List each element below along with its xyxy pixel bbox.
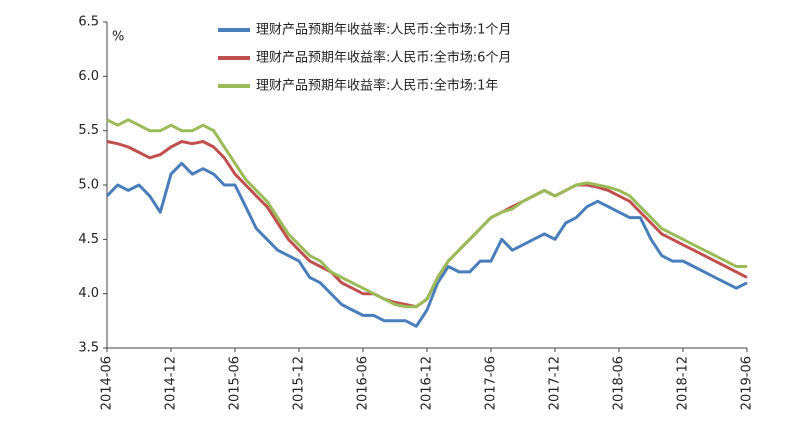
x-tick-label: 2018-12: [676, 356, 691, 410]
x-tick-label: 2015-06: [228, 356, 243, 410]
x-tick-label: 2017-06: [484, 356, 499, 410]
legend-label: 理财产品预期年收益率:人民币:全市场:1年: [256, 78, 498, 94]
x-tick-label: 2017-12: [548, 356, 563, 410]
legend-label: 理财产品预期年收益率:人民币:全市场:6个月: [256, 50, 511, 66]
y-unit-label: %: [112, 30, 124, 45]
x-tick-label: 2014-12: [164, 356, 179, 410]
y-tick-label: 6.5: [78, 15, 99, 30]
y-tick-label: 4.0: [78, 286, 99, 301]
series-line: [105, 161, 748, 328]
x-tick-label: 2016-12: [420, 356, 435, 410]
series-line: [106, 118, 747, 309]
y-tick-label: 5.0: [78, 178, 99, 193]
x-tick-label: 2019-06: [740, 356, 755, 410]
y-tick-label: 3.5: [78, 341, 99, 356]
legend-label: 理财产品预期年收益率:人民币:全市场:1个月: [256, 22, 511, 38]
y-tick-label: 4.5: [78, 232, 99, 247]
x-tick-label: 2015-12: [292, 356, 307, 410]
y-tick-label: 5.5: [78, 123, 99, 138]
x-tick-label: 2016-06: [356, 356, 371, 410]
series-line: [106, 140, 748, 309]
x-tick-label: 2018-06: [612, 356, 627, 410]
x-tick-label: 2014-06: [100, 356, 115, 410]
y-tick-label: 6.0: [78, 69, 99, 84]
